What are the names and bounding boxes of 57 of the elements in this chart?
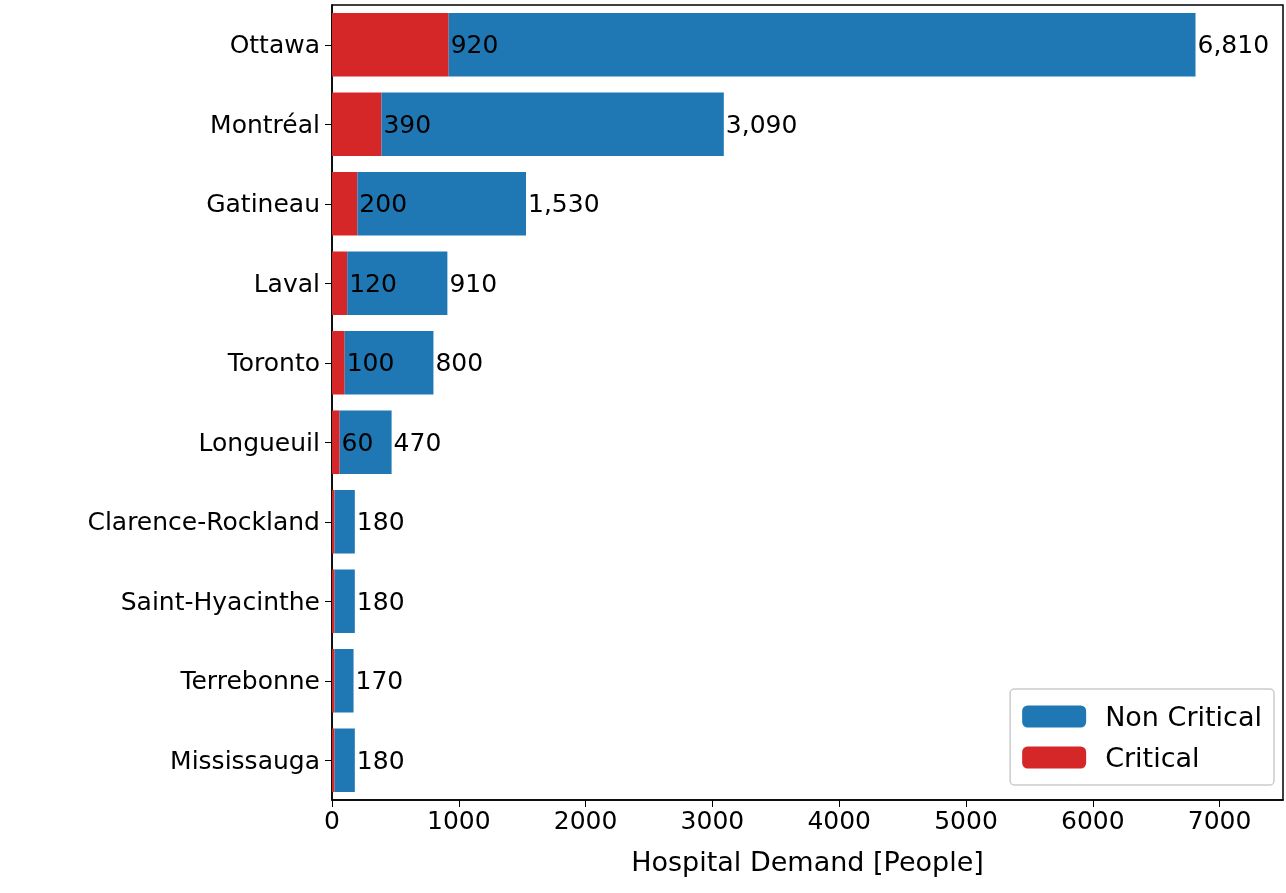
y-tick-label: Mississauga [170, 745, 320, 775]
bar [381, 92, 724, 157]
bar [334, 728, 355, 793]
data-label: 100 [346, 348, 395, 378]
bar [334, 569, 355, 634]
total-label: 6,810 [1197, 30, 1270, 60]
total-label: 170 [355, 666, 404, 696]
bar [344, 330, 434, 395]
data-label: 920 [450, 30, 499, 60]
bar [334, 648, 354, 713]
data-label: 120 [349, 268, 397, 298]
y-tick-label: Terrebonne [179, 666, 320, 696]
bar [332, 410, 340, 475]
data-label: 390 [383, 109, 432, 139]
data-label: 200 [359, 189, 408, 219]
bar [332, 12, 449, 77]
y-tick-label: Clarence-Rockland [87, 507, 320, 537]
x-tick-label: 3000 [680, 806, 745, 835]
y-tick-label: Longueuil [198, 427, 320, 457]
y-tick-label: Saint-Hyacinthe [120, 586, 320, 616]
y-tick-label: Gatineau [206, 189, 320, 219]
bar [334, 489, 355, 554]
total-label: 800 [435, 348, 484, 378]
y-tick-label: Montréal [210, 109, 320, 139]
total-label: 180 [356, 745, 405, 775]
legend-label: Non Critical [1105, 701, 1263, 732]
total-label: 1,530 [528, 189, 600, 219]
legend-label: Critical [1105, 742, 1200, 773]
y-tick-label: Toronto [226, 348, 320, 378]
total-label: 910 [449, 268, 498, 298]
bar [332, 489, 335, 554]
bar [332, 648, 335, 713]
x-axis-title: Hospital Demand [People] [631, 846, 984, 877]
bar [339, 410, 392, 475]
bar [332, 569, 335, 634]
bar [332, 728, 335, 793]
x-tick-label: 5000 [934, 806, 998, 835]
x-tick-label: 1000 [426, 806, 491, 835]
bar [332, 330, 345, 395]
x-tick-label: 6000 [1060, 806, 1125, 835]
bar [347, 251, 448, 316]
bar [332, 251, 348, 316]
x-tick-label: 2000 [553, 806, 618, 835]
y-tick-label: Laval [253, 268, 320, 298]
total-label: 180 [356, 507, 405, 537]
total-label: 470 [393, 427, 442, 457]
y-tick-label: Ottawa [229, 30, 320, 60]
bar [448, 12, 1196, 77]
x-tick-label: 7000 [1187, 806, 1252, 835]
data-label: 60 [341, 427, 374, 457]
x-tick-label: 0 [324, 806, 340, 835]
x-tick-label: 4000 [807, 806, 872, 835]
bar [357, 171, 526, 236]
total-label: 3,090 [725, 109, 798, 139]
bar [332, 171, 358, 236]
bar [332, 92, 382, 157]
total-label: 180 [356, 586, 405, 616]
